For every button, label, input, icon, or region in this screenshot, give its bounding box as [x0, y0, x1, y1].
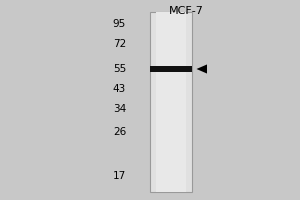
Bar — [150, 66, 192, 72]
Text: 72: 72 — [113, 39, 126, 49]
Text: 17: 17 — [113, 171, 126, 181]
Text: 43: 43 — [113, 84, 126, 94]
Text: 26: 26 — [113, 127, 126, 137]
Bar — [156, 12, 186, 192]
Polygon shape — [196, 64, 207, 74]
Text: 55: 55 — [113, 64, 126, 74]
Text: MCF-7: MCF-7 — [169, 6, 203, 16]
Text: 34: 34 — [113, 104, 126, 114]
Bar — [150, 12, 192, 192]
Text: 95: 95 — [113, 19, 126, 29]
